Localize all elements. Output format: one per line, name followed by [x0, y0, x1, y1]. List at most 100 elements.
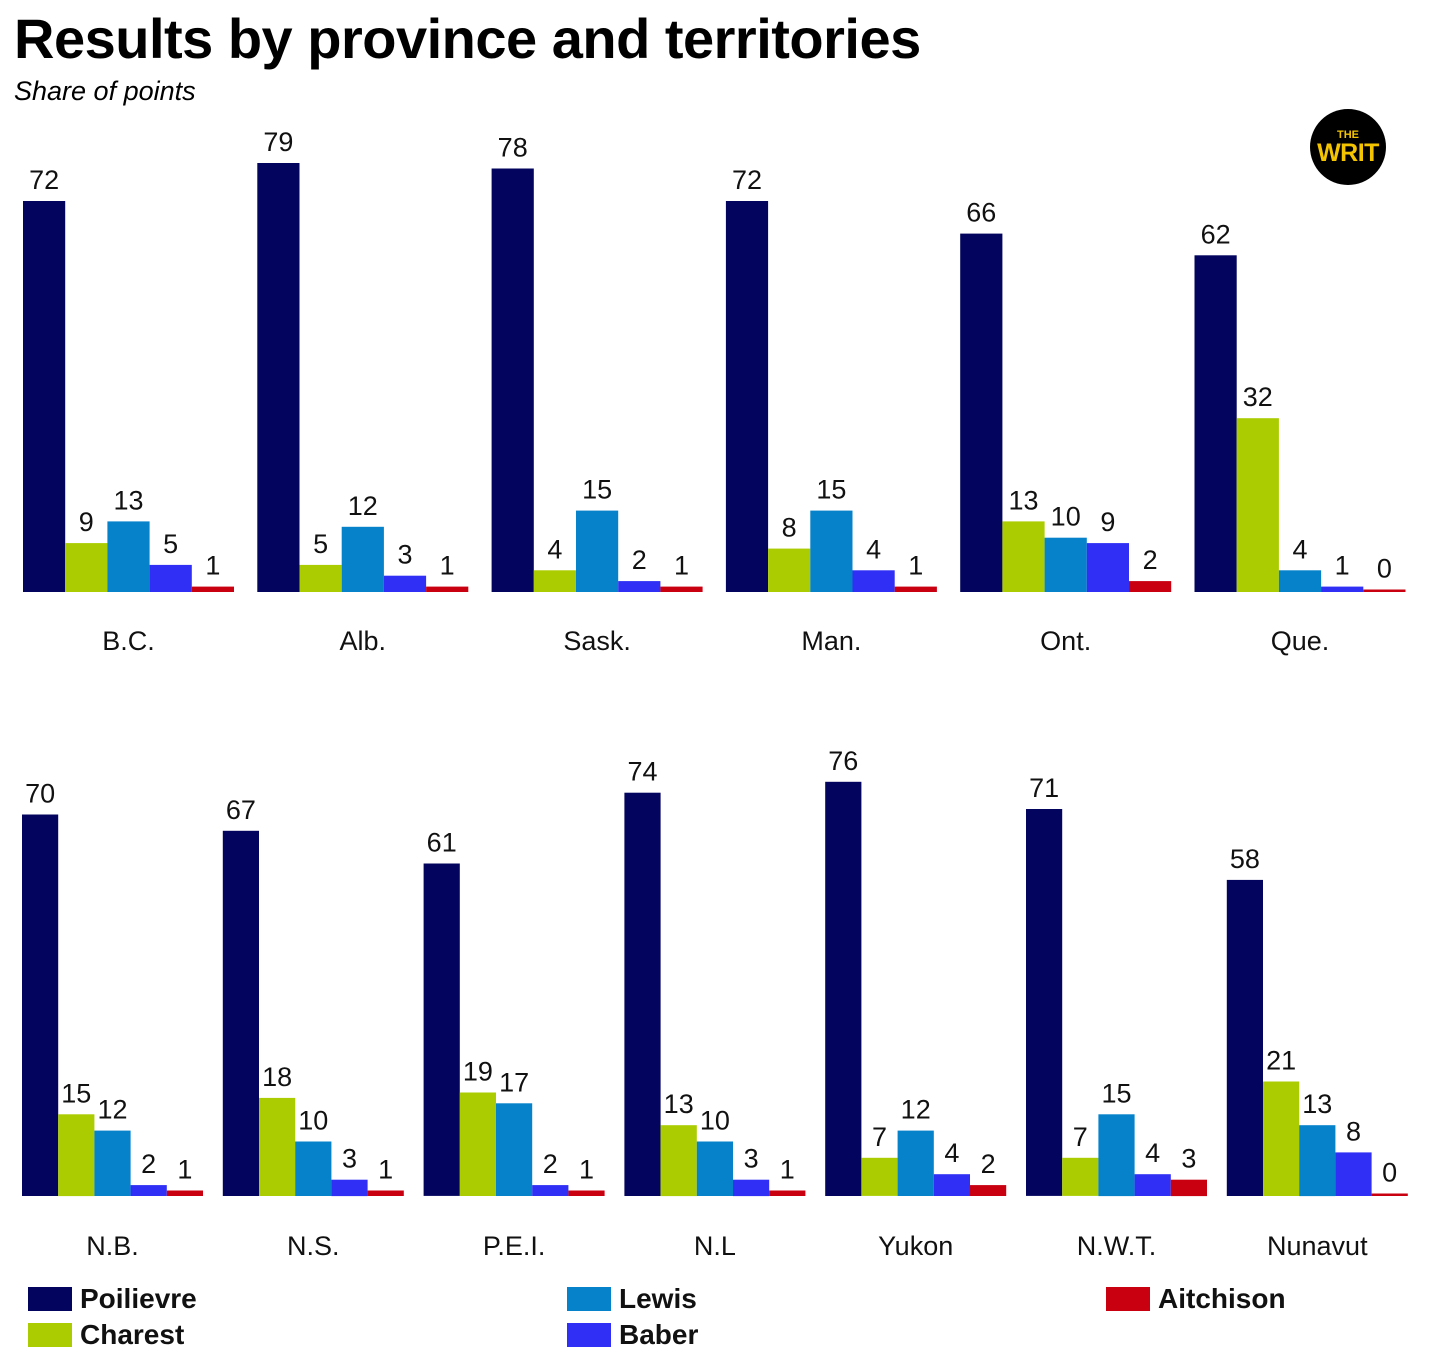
data-label-b-c-baber: 5	[163, 529, 178, 559]
category-label-n-s: N.S.	[287, 1231, 340, 1261]
data-label-nunavut-aitchison: 0	[1382, 1158, 1397, 1188]
bar-nunavut-baber	[1335, 1152, 1372, 1196]
bar-n-w-t-lewis	[1098, 1114, 1135, 1197]
bar-yukon-lewis	[897, 1130, 934, 1196]
data-label-que-baber: 1	[1335, 551, 1350, 581]
category-label-yukon: Yukon	[878, 1231, 953, 1261]
category-label-ont: Ont.	[1040, 626, 1091, 656]
bar-b-c-aitchison	[191, 586, 234, 592]
legend-item-aitchison: Aitchison	[1106, 1282, 1286, 1316]
category-label-man: Man.	[801, 626, 861, 656]
data-label-n-l-charest: 13	[664, 1089, 694, 1119]
bar-ont-aitchison	[1129, 581, 1172, 592]
bar-p-e-i-poilievre	[423, 863, 460, 1196]
bar-n-w-t-charest	[1062, 1157, 1099, 1196]
data-label-n-b-charest: 15	[61, 1078, 91, 1108]
data-label-n-b-lewis: 12	[97, 1095, 127, 1125]
data-label-yukon-poilievre: 76	[828, 746, 858, 776]
data-label-ont-poilievre: 66	[966, 198, 996, 228]
category-label-p-e-i: P.E.I.	[483, 1231, 546, 1261]
logo-main-text: WRIT	[1317, 139, 1379, 167]
bar-n-l-charest	[660, 1125, 697, 1197]
data-label-n-w-t-baber: 4	[1145, 1138, 1160, 1168]
bar-alb-baber	[383, 575, 427, 592]
legend-label-lewis: Lewis	[619, 1283, 697, 1314]
data-label-que-charest: 32	[1243, 382, 1273, 412]
bar-n-l-aitchison	[769, 1190, 806, 1196]
bar-n-s-baber	[331, 1179, 368, 1197]
category-label-alb: Alb.	[340, 626, 387, 656]
data-label-b-c-aitchison: 1	[205, 551, 220, 581]
bar-sask-charest	[533, 570, 576, 592]
bar-yukon-poilievre	[825, 781, 862, 1196]
bar-que-baber	[1321, 586, 1364, 592]
legend-label-poilievre: Poilievre	[80, 1283, 197, 1314]
bar-b-c-charest	[65, 543, 108, 592]
legend-swatch-poilievre	[28, 1287, 72, 1311]
category-label-n-b: N.B.	[86, 1231, 139, 1261]
bar-group-man: 72 8 15 41 Man.	[725, 165, 937, 656]
bar-group-que: 62 32 41 0 Que.	[1194, 219, 1406, 656]
data-label-n-b-baber: 2	[141, 1149, 156, 1179]
data-label-n-l-lewis: 10	[700, 1106, 730, 1136]
bar-n-l-baber	[733, 1179, 770, 1197]
bar-n-s-poilievre	[222, 830, 259, 1196]
data-label-nunavut-baber: 8	[1346, 1116, 1361, 1146]
bar-n-b-aitchison	[166, 1190, 203, 1196]
bar-n-b-charest	[58, 1114, 95, 1197]
data-label-p-e-i-baber: 2	[543, 1149, 558, 1179]
data-label-yukon-charest: 7	[872, 1122, 887, 1152]
category-label-nunavut: Nunavut	[1267, 1231, 1368, 1261]
bar-group-n-w-t: 71 7 15 4 3 N.W.T.	[1026, 773, 1207, 1261]
bar-group-yukon: 76 7 12 4 2 Yukon	[825, 746, 1007, 1261]
chart-title: Results by province and territories	[14, 7, 921, 70]
legend-swatch-baber	[567, 1323, 611, 1347]
data-label-n-s-baber: 3	[342, 1144, 357, 1174]
legend-item-charest: Charest	[28, 1318, 184, 1352]
bar-yukon-baber	[933, 1174, 970, 1196]
data-label-sask-poilievre: 78	[498, 133, 528, 163]
bar-alb-lewis	[341, 526, 384, 592]
bar-que-aitchison	[1363, 589, 1406, 592]
data-label-nunavut-charest: 21	[1266, 1046, 1296, 1076]
bar-group-p-e-i: 61 19 17 2 1 P.E.I.	[423, 828, 605, 1261]
data-label-n-w-t-charest: 7	[1073, 1122, 1088, 1152]
bar-man-charest	[768, 548, 811, 592]
bar-ont-lewis	[1044, 537, 1087, 592]
data-label-alb-lewis: 12	[348, 491, 378, 521]
data-label-n-s-poilievre: 67	[226, 795, 256, 825]
data-label-sask-aitchison: 1	[674, 551, 689, 581]
bar-n-l-lewis	[696, 1141, 733, 1196]
bar-sask-lewis	[576, 510, 619, 592]
bar-group-alb: 79 5 12 3 1 Alb.	[257, 127, 469, 656]
bar-p-e-i-charest	[459, 1092, 496, 1196]
bar-man-lewis	[810, 510, 853, 592]
bar-group-sask: 78 4 15 2 1 Sask.	[491, 133, 703, 656]
legend-item-lewis: Lewis	[567, 1282, 697, 1316]
data-label-p-e-i-poilievre: 61	[427, 828, 457, 858]
data-label-n-s-charest: 18	[262, 1062, 292, 1092]
bar-nunavut-lewis	[1299, 1125, 1336, 1197]
bar-p-e-i-baber	[532, 1185, 569, 1196]
bar-group-ont: 66 13 10 92 Ont.	[960, 198, 1172, 656]
bar-man-baber	[852, 570, 895, 592]
legend-label-baber: Baber	[619, 1319, 699, 1350]
bar-nunavut-charest	[1263, 1081, 1300, 1196]
bar-group-b-c: 72 9 13 51 B.C.	[23, 165, 234, 656]
data-label-b-c-charest: 9	[79, 507, 94, 537]
bar-n-b-lewis	[94, 1130, 131, 1196]
data-label-man-aitchison: 1	[908, 551, 923, 581]
bar-n-w-t-baber	[1134, 1174, 1171, 1196]
data-label-n-w-t-lewis: 15	[1101, 1078, 1131, 1108]
data-label-man-charest: 8	[782, 513, 797, 543]
data-label-nunavut-lewis: 13	[1302, 1089, 1332, 1119]
legend-swatch-lewis	[567, 1287, 611, 1311]
data-label-p-e-i-aitchison: 1	[579, 1155, 594, 1185]
data-label-n-s-aitchison: 1	[378, 1155, 393, 1185]
bar-n-l-poilievre	[624, 792, 661, 1196]
